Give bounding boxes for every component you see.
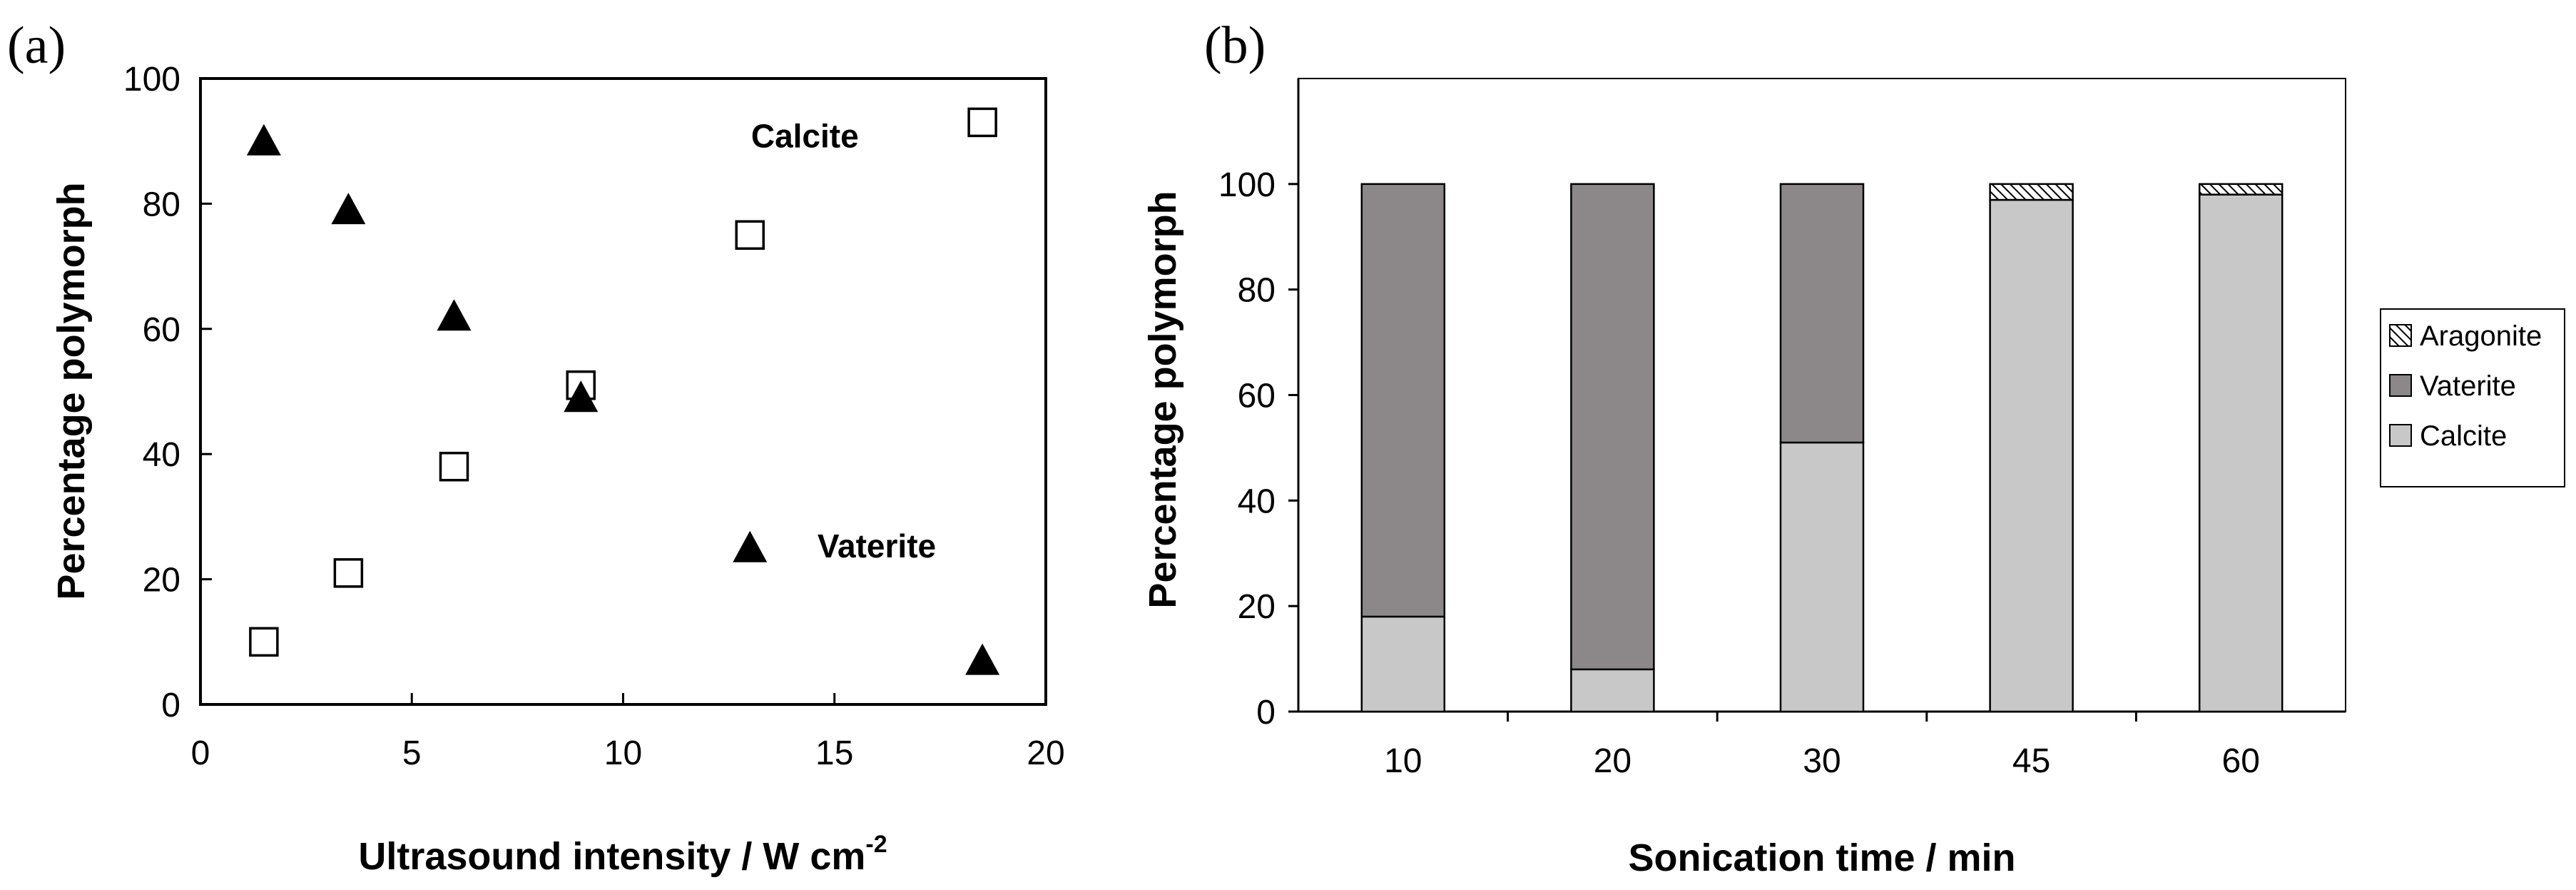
vaterite-triangle-marker (965, 643, 1000, 675)
legend-label-calcite: Calcite (2420, 420, 2507, 452)
panel-a-y-axis-title: Percentage polymorph (50, 182, 93, 600)
calcite-bar-segment (1570, 668, 1655, 713)
panel-a-y-tick-label: 60 (143, 311, 180, 349)
panel-a-y-tick-label: 40 (143, 436, 180, 474)
vaterite-triangle-marker (437, 299, 472, 331)
panel-a-x-tick-label: 15 (815, 734, 853, 772)
calcite-bar-segment (1779, 441, 1865, 713)
panel-b-x-tick-label: 60 (2222, 742, 2260, 780)
panel-b-y-tick-label: 40 (1238, 482, 1276, 520)
vaterite-bar-segment (1570, 183, 1655, 671)
panel-a-plot-frame (199, 77, 1047, 706)
panel-b-y-tick-label: 20 (1238, 588, 1276, 626)
vaterite-triangle-marker (564, 380, 599, 413)
panel-a-x-ticks: 0 5 10 15 20 (191, 693, 1065, 772)
calcite-bar-segment (1989, 198, 2074, 713)
panel-a-annotation: Vaterite (818, 527, 936, 565)
vaterite-bar-segment (1779, 183, 1865, 444)
panel-b-y-tick-label: 80 (1238, 272, 1276, 310)
panel-b-x-tick-label: 10 (1384, 742, 1422, 780)
panel-b-y-tick-label: 0 (1256, 694, 1276, 732)
panel-b-x-axis-title: Sonication time / min (1628, 836, 2015, 879)
panel-a-y-tick-label: 0 (161, 687, 180, 724)
aragonite-bar-segment (1989, 183, 2074, 201)
panel-a-x-tick-label: 0 (191, 734, 210, 772)
panel-a-x-tick-label: 20 (1027, 734, 1064, 772)
panel-b-bars (1360, 183, 2284, 713)
calcite-square-marker (249, 627, 279, 657)
panel-a-label: (a) (7, 16, 66, 75)
vaterite-triangle-marker (331, 193, 366, 225)
panel-a-x-axis-title: Ultrasound intensity / W cm-2 (358, 831, 887, 878)
calcite-square-marker (735, 220, 765, 250)
panel-b-legend: Aragonite Vaterite Calcite (2380, 308, 2565, 487)
panel-a-scatter-chart: (a) 0 20 40 60 80 100 0 5 10 15 20 Calcite Vaterit… (7, 16, 1065, 878)
panel-a-y-ticks: 0 20 40 60 80 100 (123, 61, 212, 724)
calcite-bar-segment (1360, 615, 1446, 713)
calcite-square-marker (333, 558, 364, 588)
panel-b-label: (b) (1204, 16, 1266, 75)
panel-b-x-tick-label: 45 (2012, 742, 2050, 780)
panel-a-annotations: Calcite Vaterite (751, 117, 936, 564)
panel-b-y-ticks: 0 20 40 60 80 100 (1218, 166, 1298, 732)
legend-swatch-vaterite (2389, 374, 2412, 397)
panel-a-x-tick-label: 10 (604, 734, 642, 772)
panel-b-x-tick-label: 20 (1594, 742, 1631, 780)
calcite-bar-segment (2198, 193, 2284, 713)
panel-a-x-axis-title-main: Ultrasound intensity / W cm (358, 835, 865, 878)
panel-b-x-ticks: 10 20 30 45 60 (1384, 712, 2260, 780)
panel-b-legend-items: Aragonite Vaterite Calcite (2389, 320, 2542, 452)
panel-a-annotation: Calcite (751, 117, 859, 154)
panel-a-x-axis-title-superscript: -2 (865, 831, 887, 858)
panel-a-y-tick-label: 80 (143, 186, 180, 223)
panel-b-stacked-bar-chart: (b) 0 20 40 60 80 100 10 20 30 45 60 Percentage p… (1141, 16, 2565, 879)
legend-label-vaterite: Vaterite (2420, 370, 2516, 402)
aragonite-bar-segment (2198, 183, 2284, 196)
vaterite-triangle-marker (246, 123, 281, 156)
legend-label-aragonite: Aragonite (2420, 320, 2542, 352)
panel-b-y-tick-label: 100 (1218, 166, 1276, 204)
panel-b-x-tick-label: 30 (1803, 742, 1841, 780)
legend-swatch-calcite (2389, 424, 2412, 447)
panel-b-y-axis-title: Percentage polymorph (1141, 191, 1184, 608)
vaterite-bar-segment (1360, 183, 1446, 618)
panel-a-x-tick-label: 5 (402, 734, 422, 772)
calcite-square-marker (967, 107, 997, 138)
panel-a-y-tick-label: 100 (123, 61, 180, 98)
calcite-square-marker (439, 451, 469, 482)
panel-a-y-tick-label: 20 (143, 562, 180, 600)
panel-a-points (246, 107, 1000, 675)
vaterite-triangle-marker (733, 530, 768, 562)
legend-swatch-aragonite (2389, 324, 2412, 347)
panel-b-y-tick-label: 60 (1238, 378, 1276, 415)
